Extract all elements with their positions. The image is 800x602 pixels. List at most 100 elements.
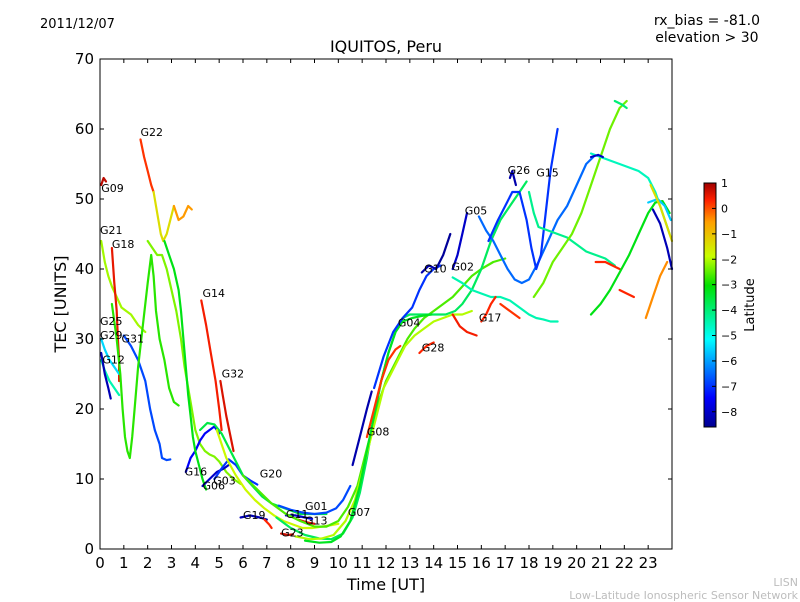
series-g10 <box>420 264 438 274</box>
series-g22b <box>152 190 175 243</box>
sat-label-g06: G06 <box>203 480 226 493</box>
x-tick-label: 9 <box>310 554 320 572</box>
series-gb <box>146 239 242 485</box>
series-gl <box>618 288 636 299</box>
sat-label-g20: G20 <box>260 468 283 481</box>
y-tick-label: 10 <box>75 470 94 488</box>
sat-label-g14: G14 <box>203 287 226 300</box>
x-tick-label: 1 <box>119 554 129 572</box>
colorbar-tick-label: 0 <box>721 202 728 215</box>
elevation-text: elevation > 30 <box>655 30 759 46</box>
sat-label-g23: G23 <box>281 526 304 539</box>
series-g17b <box>480 295 497 323</box>
sat-label-g22: G22 <box>141 126 164 139</box>
x-tick-label: 19 <box>543 554 562 572</box>
x-axis-label: Time [UT] <box>346 575 425 594</box>
series-gh2 <box>613 99 628 110</box>
series-layer <box>100 99 674 544</box>
sat-label-g16: G16 <box>185 466 208 479</box>
sat-label-g26: G26 <box>508 164 531 177</box>
x-tick-label: 6 <box>238 554 248 572</box>
sat-label-g31: G31 <box>122 333 145 346</box>
sat-label-g17: G17 <box>479 312 502 325</box>
sat-label-g25: G25 <box>100 315 123 328</box>
series-g09 <box>100 176 108 187</box>
colorbar-tick-label: −1 <box>721 228 737 241</box>
x-tick-label: 0 <box>95 554 105 572</box>
series-g23 <box>280 532 295 537</box>
sat-label-g19: G19 <box>243 509 266 522</box>
series-g08b <box>351 390 373 467</box>
rx-bias-text: rx_bias = -81.0 <box>653 13 760 29</box>
sat-label-g10: G10 <box>424 263 447 276</box>
series-g14 <box>200 299 223 432</box>
sat-label-g28: G28 <box>422 342 445 355</box>
sat-label-g11: G11 <box>286 508 309 521</box>
y-tick-label: 20 <box>75 400 94 418</box>
sat-label-g09: G09 <box>101 182 124 195</box>
sat-label-g02: G02 <box>452 260 475 273</box>
y-tick-label: 60 <box>75 120 94 138</box>
colorbar-tick-label: −3 <box>721 279 737 292</box>
x-tick-label: 23 <box>639 554 658 572</box>
sat-label-g07: G07 <box>348 506 371 519</box>
series-gd <box>199 421 328 516</box>
sat-label-g12: G12 <box>102 354 125 367</box>
series-gn <box>651 208 674 271</box>
sat-label-g18: G18 <box>112 238 135 251</box>
sat-label-g15: G15 <box>536 167 559 180</box>
series-g02r <box>499 302 521 320</box>
series-g08 <box>365 344 402 439</box>
sat-label-g01: G01 <box>305 500 328 513</box>
series-gh <box>532 99 628 299</box>
x-tick-label: 18 <box>519 554 538 572</box>
series-g05 <box>451 211 469 271</box>
x-tick-label: 22 <box>615 554 634 572</box>
sat-label-g32: G32 <box>222 368 245 381</box>
x-tick-label: 16 <box>472 554 491 572</box>
y-axis-label: TEC [UNITS] <box>51 256 70 354</box>
plot-area <box>100 59 672 549</box>
x-tick-label: 11 <box>353 554 372 572</box>
colorbar-tick-label: −8 <box>721 406 737 419</box>
x-tick-label: 20 <box>567 554 586 572</box>
chart-title: IQUITOS, Peru <box>329 37 443 56</box>
colorbar-ticks: 1 0 −1 −2 −3 −4 −5 −6 −7 −8 <box>712 177 737 419</box>
series-g16 <box>184 425 221 474</box>
bias-info: rx_bias = -81.0 elevation > 30 <box>654 13 760 47</box>
x-tick-label: 2 <box>143 554 153 572</box>
colorbar <box>703 182 717 428</box>
x-tick-label: 21 <box>591 554 610 572</box>
series-g21 <box>100 239 147 334</box>
series-gc <box>163 239 208 491</box>
x-tick-label: 3 <box>167 554 177 572</box>
credit: LISN Low-Latitude Ionospheric Sensor Net… <box>569 576 798 602</box>
x-tick-label: 4 <box>191 554 201 572</box>
colorbar-tick-label: −4 <box>721 304 737 317</box>
x-tick-label: 12 <box>376 554 395 572</box>
series-g26 <box>508 169 518 187</box>
series-g17 <box>451 313 478 337</box>
colorbar-tick-label: −6 <box>721 355 737 368</box>
x-tick-label: 13 <box>400 554 419 572</box>
y-tick-label: 50 <box>75 190 94 208</box>
sat-label-g21: G21 <box>100 224 123 237</box>
series-g25 <box>100 337 121 376</box>
x-tick-label: 15 <box>448 554 467 572</box>
y-tick-label: 0 <box>84 540 94 558</box>
y-tick-label: 30 <box>75 330 94 348</box>
sat-label-g13: G13 <box>305 515 328 528</box>
x-tick-label: 8 <box>286 554 296 572</box>
axes: 0 1 2 3 4 5 6 7 8 9 10 11 12 13 14 15 16 17 18 19 20 21 22 2301… <box>75 50 672 572</box>
credit-lisn: LISN <box>773 576 798 589</box>
series-g22c <box>172 204 193 222</box>
series-g26b <box>487 127 559 271</box>
series-g06 <box>201 463 230 488</box>
x-tick-label: 7 <box>262 554 272 572</box>
colorbar-tick-label: −7 <box>721 380 737 393</box>
y-tick-label: 70 <box>75 50 94 68</box>
colorbar-tick-label: −5 <box>721 330 737 343</box>
x-tick-label: 17 <box>496 554 515 572</box>
